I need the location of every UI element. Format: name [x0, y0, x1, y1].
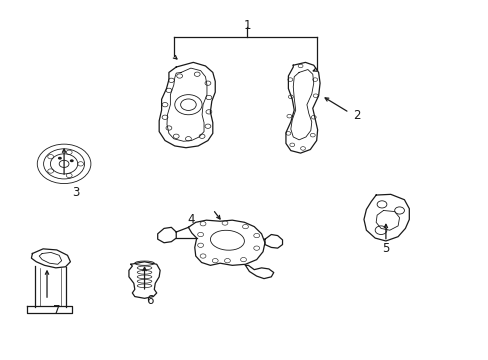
Text: 4: 4: [187, 213, 194, 226]
Circle shape: [70, 159, 74, 162]
Text: 2: 2: [352, 109, 360, 122]
Text: 6: 6: [145, 294, 153, 307]
Text: 5: 5: [382, 242, 389, 255]
Text: 1: 1: [243, 19, 250, 32]
Text: 3: 3: [72, 186, 80, 199]
Text: 7: 7: [53, 305, 61, 318]
Circle shape: [58, 157, 61, 159]
